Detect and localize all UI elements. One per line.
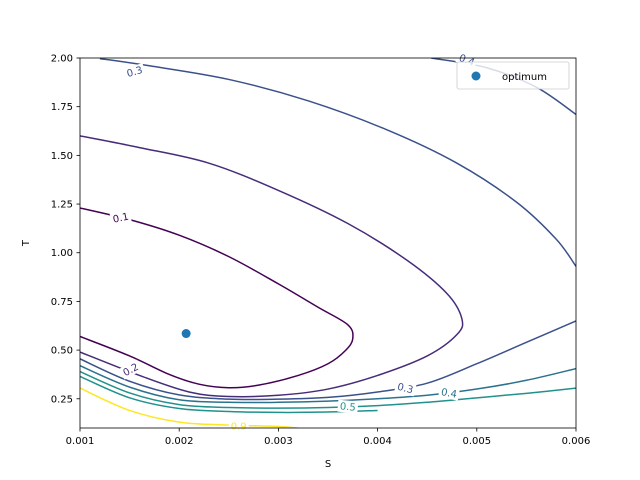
x-tick-label: 0.005 (462, 436, 491, 447)
contour-line-0-4-5 (80, 364, 576, 404)
contour-label-text: 0.1 (112, 212, 130, 226)
y-tick-label: 0.50 (51, 346, 73, 357)
contour-label-6: 0.9 (228, 420, 249, 433)
contour-label-1: 0.1 (109, 209, 132, 226)
contour-lines (80, 58, 576, 428)
x-axis-ticks: 0.001 0.002 0.003 0.004 0.005 0.006 (66, 428, 591, 447)
y-tick-label: 1.25 (51, 200, 73, 211)
legend-optimum-marker (471, 71, 481, 81)
optimum-point (181, 329, 191, 339)
y-tick-label: 0.75 (51, 297, 73, 308)
contour-label-bg (123, 63, 146, 81)
plot-frame (79, 57, 577, 429)
contour-label-5: 0.5 (337, 399, 359, 414)
x-tick-label: 0.003 (264, 436, 293, 447)
contour-label-3: 0.3 (394, 379, 417, 397)
contour-label-text: 0.4 (440, 387, 458, 401)
contour-label-bg (109, 209, 132, 226)
y-tick-label: 1.50 (51, 151, 73, 162)
contour-line-0-1-0 (80, 207, 354, 389)
contour-label-4: 0.4 (438, 385, 460, 401)
x-tick-label: 0.001 (66, 436, 95, 447)
contour-label-text: 0.3 (396, 382, 414, 397)
legend-optimum-label: optimum (502, 72, 547, 83)
legend: optimum (456, 61, 570, 90)
contour-line-0-3-3 (99, 58, 576, 267)
y-tick-label: 1.00 (51, 248, 73, 259)
contour-labels: 0.30.10.20.3 0.40.50.90.4 (109, 50, 479, 433)
y-tick-label: 0.25 (51, 394, 73, 405)
y-axis-ticks: 0.25 0.50 0.75 1.00 1.25 1.50 1.75 2.00 (51, 54, 80, 405)
contour-label-text: 0.3 (126, 65, 144, 80)
contour-label-bg (394, 379, 417, 397)
x-tick-label: 0.006 (562, 436, 591, 447)
y-axis-label: T (21, 239, 32, 247)
contour-label-bg (337, 399, 359, 414)
contour-label-bg (438, 385, 460, 401)
contour-line-0-5-6 (80, 370, 576, 409)
x-axis-label: S (325, 459, 331, 470)
contour-label-bg (228, 420, 249, 433)
contour-label-bg (118, 359, 143, 380)
contour-line-0-9-8 (80, 387, 299, 428)
legend-frame (456, 61, 570, 90)
contour-line-0-15-1 (80, 135, 464, 398)
contour-label-0: 0.3 (123, 63, 146, 81)
data-points (181, 329, 191, 339)
contour-label-text: 0.9 (231, 422, 247, 433)
x-tick-label: 0.002 (165, 436, 194, 447)
y-tick-label: 2.00 (51, 54, 73, 65)
contour-label-text: 0.5 (339, 401, 356, 413)
y-tick-label: 1.75 (51, 102, 73, 113)
contour-line-0-5-7 (80, 375, 378, 414)
contour-line-0-3-2 (80, 320, 576, 401)
x-tick-label: 0.004 (363, 436, 392, 447)
